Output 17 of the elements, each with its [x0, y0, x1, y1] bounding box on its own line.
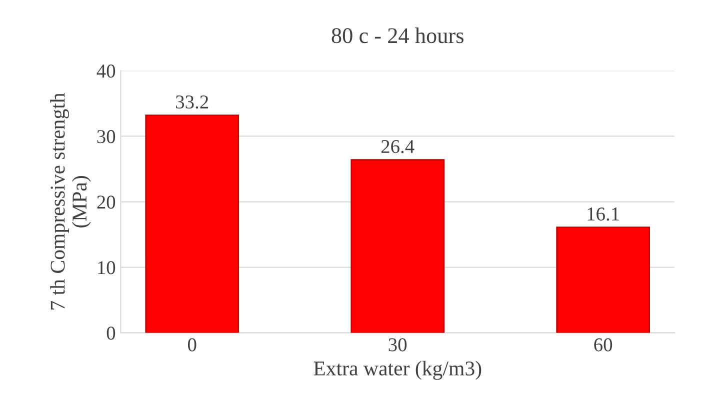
y-tick-label: 10: [98, 261, 116, 274]
y-tick-label: 20: [97, 196, 116, 209]
y-tick-label: 30: [97, 130, 116, 144]
y-tick-label: 40: [96, 64, 116, 78]
data-label: 16.1: [588, 208, 619, 221]
x-tick-label: 30: [388, 338, 407, 352]
x-tick-label: 0: [188, 338, 196, 352]
x-axis-title: Extra water (kg/m3): [314, 360, 482, 380]
bar: [556, 226, 650, 333]
x-tick-label: 60: [594, 338, 612, 352]
bar: [350, 159, 445, 333]
y-tick-label: 0: [106, 326, 116, 340]
data-label: 33.2: [176, 95, 208, 109]
y-axis-title: 7 th Compressive strength (MPa): [50, 92, 91, 310]
chart-title: 80 c - 24 hours: [332, 28, 464, 44]
bar: [145, 114, 240, 333]
data-label: 26.4: [381, 140, 414, 154]
